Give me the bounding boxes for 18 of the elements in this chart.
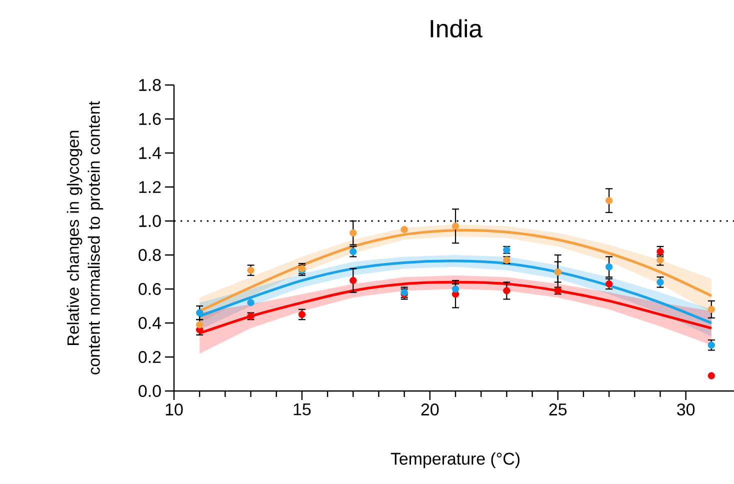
y-tick-label: 1.0 <box>139 215 161 227</box>
y-tick-label: 0.4 <box>138 317 162 329</box>
y-axis-title: Relative changes in glycogen content normalised to protein content <box>66 101 104 374</box>
x-axis-title: Temperature (°C) <box>390 452 520 468</box>
y-tick-label: 1.2 <box>139 181 161 193</box>
y-tick-label: 0.8 <box>138 249 161 261</box>
y-tick-label: 1.8 <box>139 79 161 91</box>
x-tick-label: 25 <box>549 403 567 416</box>
y-tick-label: 0.2 <box>138 351 161 363</box>
y-tick-label: 0.6 <box>138 283 161 295</box>
x-tick-label: 10 <box>166 403 183 416</box>
x-tick-label: 15 <box>294 403 311 416</box>
y-tick-label: 1.6 <box>139 113 161 125</box>
y-tick-label: 1.4 <box>139 147 162 159</box>
chart-title: India <box>430 19 483 38</box>
x-tick-label: 20 <box>421 403 439 416</box>
y-tick-label: 0.0 <box>138 385 161 397</box>
x-tick-label: 30 <box>677 403 695 416</box>
